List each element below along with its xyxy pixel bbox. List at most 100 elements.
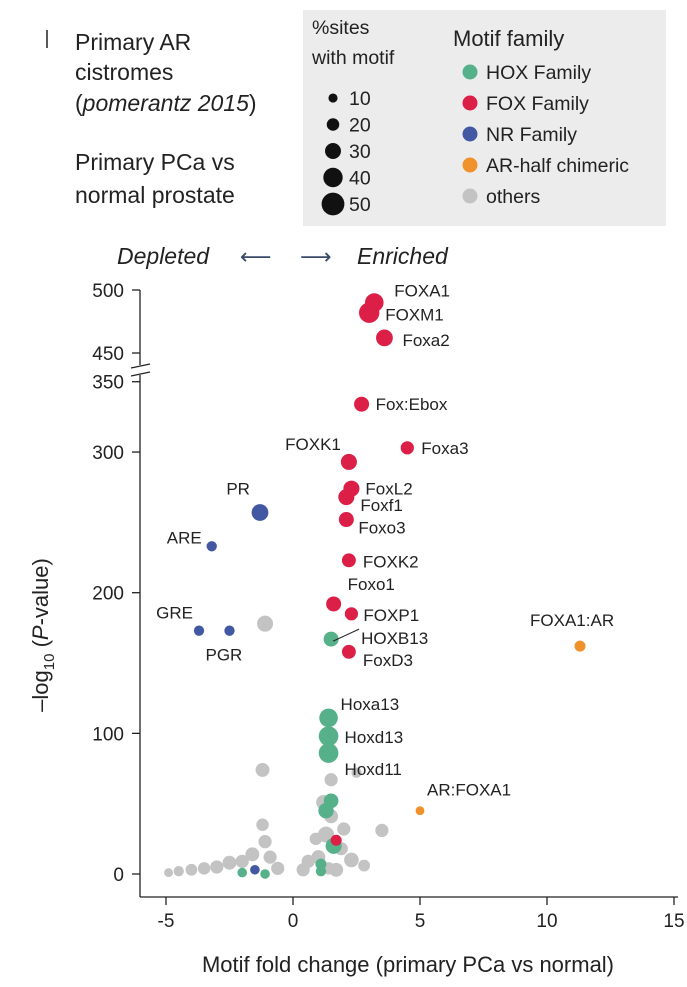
- minor-motif-point: [330, 834, 342, 846]
- motif-point-fox-ebox: [354, 396, 370, 412]
- other-motif-point: [344, 852, 359, 868]
- point-label: Foxo1: [348, 575, 395, 594]
- family-legend-label: NR Family: [486, 124, 577, 146]
- family-legend-title: Motif family: [453, 26, 564, 51]
- x-tick-label: 5: [415, 911, 426, 932]
- family-legend-label: others: [486, 186, 540, 208]
- x-tick-label: 10: [536, 911, 557, 932]
- minor-motif-point: [250, 864, 260, 875]
- point-labels: FOXA1FOXM1Foxa2Fox:EboxFoxa3FOXK1FoxL2Fo…: [156, 282, 614, 800]
- point-label: FoxL2: [365, 480, 412, 499]
- left-arrow-icon: ⟵: [240, 244, 272, 269]
- point-label: Hoxd13: [345, 728, 404, 747]
- motif-point-are: [206, 541, 217, 552]
- data-points: [164, 293, 586, 879]
- family-legend-dot: [462, 188, 478, 204]
- other-motif-point: [337, 822, 351, 836]
- motif-point-foxo1: [326, 596, 342, 612]
- size-legend-dot-40: [323, 167, 343, 188]
- size-legend-title-2: with motif: [311, 47, 395, 69]
- other-motif-point: [351, 767, 362, 778]
- other-motif-point: [164, 868, 173, 878]
- motif-point-foxa1-ar: [574, 640, 586, 652]
- motif-point-gre: [193, 625, 205, 636]
- point-label: HOXB13: [361, 629, 428, 648]
- point-label: Hoxd11: [345, 760, 402, 779]
- y-axis-label-sub: 10: [41, 654, 58, 671]
- family-legend-label: HOX Family: [486, 62, 591, 84]
- family-legend-dot: [462, 64, 478, 80]
- depleted-label: Depleted: [117, 243, 210, 269]
- x-tick-label: -5: [158, 911, 175, 932]
- size-legend-dot-10: [328, 93, 338, 103]
- motif-point-foxa3: [400, 441, 414, 455]
- size-legend-dot-20: [326, 118, 340, 131]
- size-legend-value: 20: [349, 115, 371, 137]
- y-axis-label-close: -value): [28, 558, 53, 625]
- motif-point-hoxd11: [318, 743, 339, 763]
- other-motif-point: [309, 832, 323, 846]
- family-legend-label: FOX Family: [486, 93, 589, 115]
- y-tick-label: 0: [113, 865, 124, 886]
- title-line-1: Primary AR: [75, 29, 191, 55]
- point-label: Foxo3: [358, 519, 405, 538]
- motif-point-hoxd13: [318, 726, 339, 747]
- point-label: FOXP1: [363, 606, 419, 625]
- other-motif-point: [324, 773, 338, 787]
- other-motif-point: [222, 855, 237, 870]
- size-legend-value: 50: [349, 194, 371, 216]
- y-axis-label-italic: P: [28, 625, 53, 640]
- other-motif-point: [257, 615, 274, 632]
- family-legend: HOX Family FOX Family NR Family AR-half chi…: [462, 62, 629, 208]
- minor-motif-point: [260, 869, 270, 879]
- motif-point-pr: [251, 504, 269, 521]
- point-label: Fox:Ebox: [376, 395, 448, 414]
- other-motif-point: [255, 762, 270, 777]
- point-label: PGR: [206, 646, 243, 665]
- motif-point-pgr: [224, 625, 235, 636]
- motif-point-foxp1: [344, 607, 359, 621]
- other-motif-point: [263, 850, 277, 864]
- title-line-4: Primary PCa vs: [75, 149, 235, 175]
- x-axis-label: Motif fold change (primary PCa vs normal…: [202, 952, 614, 977]
- other-motif-point: [210, 860, 224, 874]
- y-tick-label: 300: [92, 443, 124, 464]
- motif-point-foxf1: [338, 489, 355, 506]
- point-label: AR:FOXA1: [427, 781, 511, 800]
- size-legend-value: 40: [349, 168, 371, 190]
- motif-point-hoxb13: [323, 631, 339, 647]
- axis-break-mark-2: [130, 371, 151, 377]
- other-motif-point: [296, 863, 310, 877]
- x-tick-label: 0: [288, 911, 299, 932]
- family-legend-dot: [462, 95, 478, 111]
- axis-break-mark-1: [130, 363, 151, 369]
- title-line-5: normal prostate: [75, 182, 235, 208]
- family-legend-dot: [462, 126, 478, 142]
- minor-motif-point: [237, 867, 247, 878]
- family-legend-dot: [462, 157, 478, 173]
- other-motif-point: [235, 854, 249, 868]
- point-label: ARE: [167, 528, 202, 547]
- point-label: FoxD3: [363, 651, 413, 670]
- size-legend-value: 30: [349, 141, 371, 163]
- size-legend-value: 10: [349, 88, 371, 110]
- other-motif-point: [185, 863, 198, 876]
- point-label: FOXK2: [363, 552, 419, 571]
- title-line-2: cistromes: [75, 59, 173, 85]
- axes: -5 0 5 10 15 0 100 200 300 350 450 500: [92, 281, 684, 932]
- x-tick-label: 15: [663, 911, 684, 932]
- motif-point-foxk1: [340, 453, 357, 470]
- y-tick-label: 100: [92, 724, 124, 745]
- size-legend: 10 20 30 40 50: [321, 88, 371, 216]
- right-arrow-icon: ⟶: [300, 244, 332, 269]
- motif-point-hoxa13: [319, 708, 338, 728]
- y-tick-label: 450: [92, 344, 124, 365]
- other-motif-point: [358, 859, 370, 872]
- y-tick-label: 200: [92, 584, 124, 605]
- minor-motif-point: [315, 866, 327, 877]
- motif-point-foxd3: [341, 644, 356, 659]
- y-axis-label-open: (: [28, 639, 53, 653]
- other-motif-point: [197, 862, 211, 875]
- hoxb13-leader-line: [332, 628, 360, 642]
